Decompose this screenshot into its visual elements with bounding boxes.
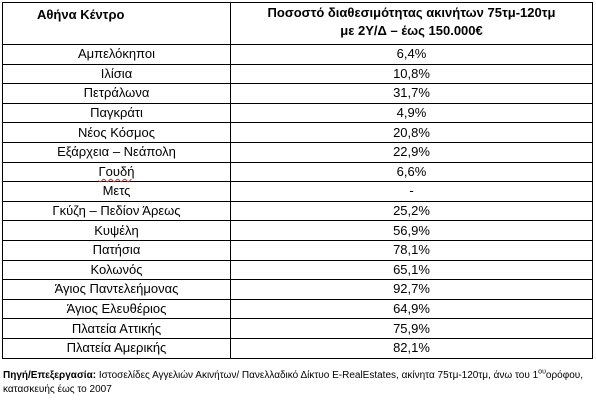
availability-table: Αθήνα Κέντρο Ποσοστό διαθεσιμότητας ακιν…: [2, 2, 593, 359]
table-row: Πατήσια 78,1%: [2, 239, 593, 261]
percentage-cell: 25,2%: [230, 200, 593, 222]
area-cell: Κυψέλη: [2, 220, 231, 241]
header-area: Αθήνα Κέντρο: [2, 2, 231, 45]
source-text-continued: ορόφου, κατασκευής έως το 2007: [3, 370, 584, 395]
spellcheck-underlined-text: Γουδή: [98, 163, 135, 179]
area-cell: Πατήσια: [2, 239, 231, 261]
percentage-cell: 75,9%: [230, 318, 593, 339]
percentage-cell: 64,9%: [230, 298, 593, 320]
area-cell: Γουδή: [2, 161, 231, 183]
percentage-cell: 6,6%: [230, 161, 593, 183]
area-cell: Πετράλωνα: [2, 83, 231, 104]
table-row: Αμπελόκηποι 6,4%: [2, 44, 593, 65]
table-row: Γουδή 6,6%: [2, 161, 593, 183]
area-cell: Νέος Κόσμος: [2, 122, 231, 143]
area-cell: Πλατεία Αμερικής: [2, 337, 231, 359]
percentage-cell: 4,9%: [230, 102, 593, 124]
percentage-cell: 78,1%: [230, 239, 593, 261]
percentage-cell: 92,7%: [230, 279, 593, 300]
table-row: Παγκράτι 4,9%: [2, 102, 593, 124]
percentage-cell: 65,1%: [230, 259, 593, 281]
percentage-cell: 10,8%: [230, 63, 593, 85]
table-row: Πλατεία Αττικής 75,9%: [2, 318, 593, 339]
header-percentage-line2: με 2Υ/Δ – έως 150.000€: [340, 23, 483, 38]
area-cell: Παγκράτι: [2, 102, 231, 124]
table-row: Μετς -: [2, 181, 593, 202]
table-row: Ιλίσια 10,8%: [2, 63, 593, 85]
table-header-row: Αθήνα Κέντρο Ποσοστό διαθεσιμότητας ακιν…: [2, 2, 593, 45]
header-percentage-line1: Ποσοστό διαθεσιμότητας ακινήτων 75τμ-120…: [267, 5, 556, 20]
table-row: Κολωνός 65,1%: [2, 259, 593, 281]
table-row: Κυψέλη 56,9%: [2, 220, 593, 241]
percentage-cell: 82,1%: [230, 337, 593, 359]
source-note: Πηγή/Επεξεργασία: Ιστοσελίδες Αγγελιών Α…: [3, 369, 593, 397]
source-superscript: ου: [538, 368, 546, 376]
area-cell: Μετς: [2, 181, 231, 202]
source-label: Πηγή/Επεξεργασία:: [3, 370, 97, 381]
availability-table-container: Αθήνα Κέντρο Ποσοστό διαθεσιμότητας ακιν…: [2, 2, 593, 359]
area-cell: Αμπελόκηποι: [2, 44, 231, 65]
table-row: Άγιος Ελευθέριος 64,9%: [2, 298, 593, 320]
header-percentage: Ποσοστό διαθεσιμότητας ακινήτων 75τμ-120…: [230, 2, 593, 45]
area-cell: Πλατεία Αττικής: [2, 318, 231, 339]
table-row: Γκύζη – Πεδίον Άρεως 25,2%: [2, 200, 593, 222]
percentage-cell: 6,4%: [230, 44, 593, 65]
table-row: Εξάρχεια – Νεάπολη 22,9%: [2, 141, 593, 163]
table-row: Άγιος Παντελεήμονας 92,7%: [2, 279, 593, 300]
table-row: Πετράλωνα 31,7%: [2, 83, 593, 104]
area-cell: Άγιος Ελευθέριος: [2, 298, 231, 320]
percentage-cell: -: [230, 181, 593, 202]
area-cell: Άγιος Παντελεήμονας: [2, 279, 231, 300]
area-cell: Εξάρχεια – Νεάπολη: [2, 141, 231, 163]
area-cell: Γκύζη – Πεδίον Άρεως: [2, 200, 231, 222]
table-row: Πλατεία Αμερικής 82,1%: [2, 337, 593, 359]
percentage-cell: 20,8%: [230, 122, 593, 143]
source-text: Ιστοσελίδες Αγγελιών Ακινήτων/ Πανελλαδι…: [96, 370, 539, 381]
area-cell: Ιλίσια: [2, 63, 231, 85]
percentage-cell: 22,9%: [230, 141, 593, 163]
table-row: Νέος Κόσμος 20,8%: [2, 122, 593, 143]
area-cell: Κολωνός: [2, 259, 231, 281]
percentage-cell: 56,9%: [230, 220, 593, 241]
percentage-cell: 31,7%: [230, 83, 593, 104]
